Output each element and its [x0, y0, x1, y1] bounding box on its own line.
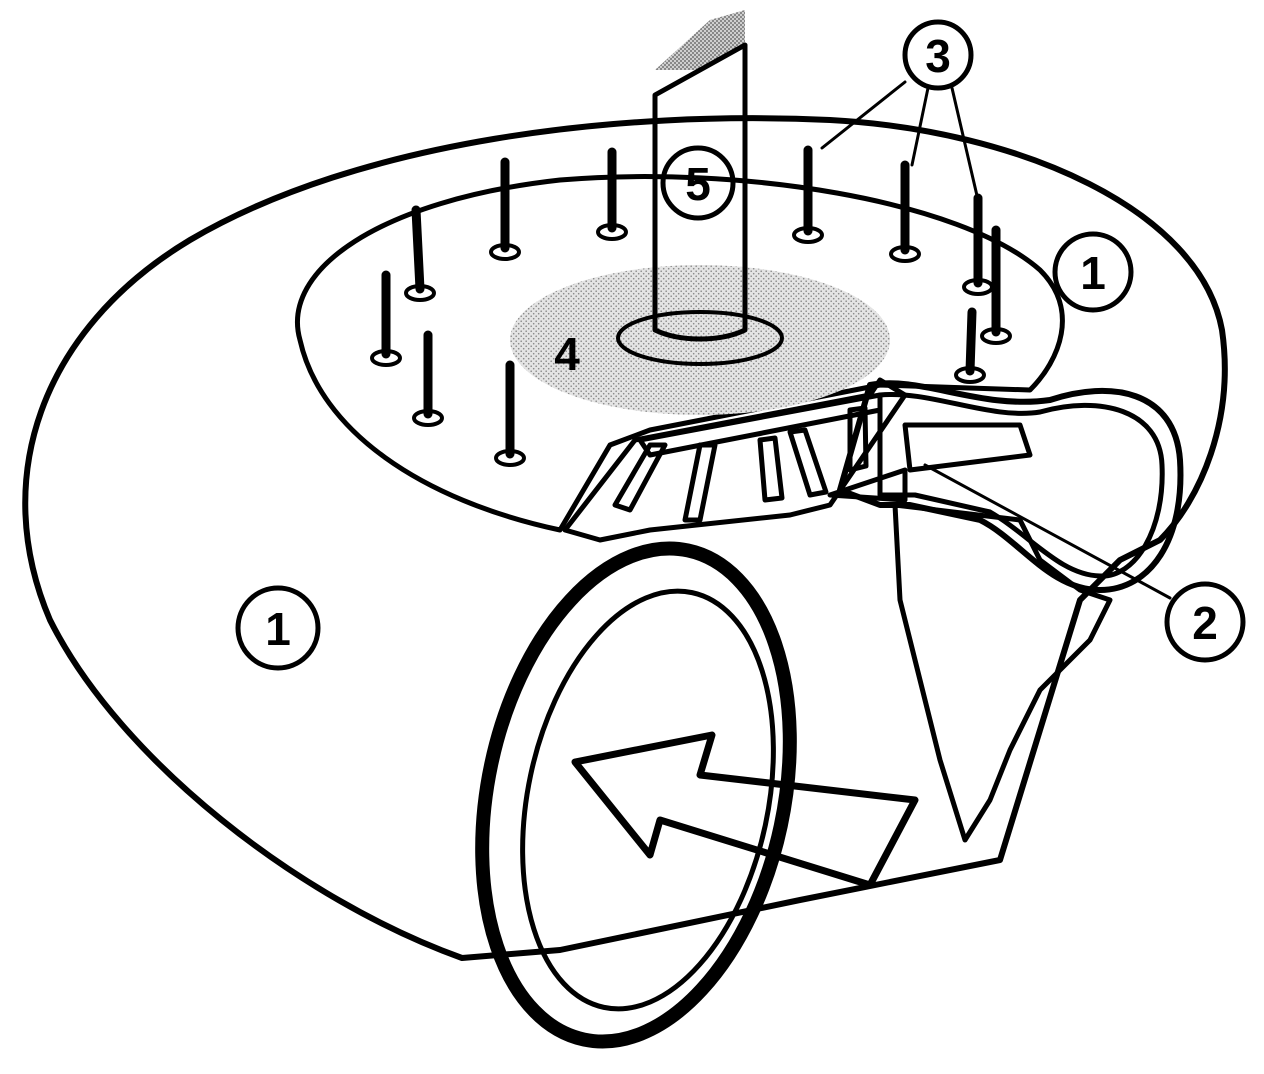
callout-1-right: 1 — [1052, 231, 1134, 313]
inlet-opening — [520, 588, 776, 1012]
vane — [889, 160, 921, 263]
casing-top-opening — [295, 174, 1065, 533]
impeller-spokes — [612, 405, 869, 523]
vane — [980, 225, 1012, 345]
shaft-base-ring — [616, 310, 784, 366]
callout-3: 3 — [902, 19, 974, 91]
shaft — [652, 42, 748, 342]
inlet-rim — [475, 541, 797, 1049]
casing-cutaway-edge — [892, 502, 1113, 843]
vane — [954, 307, 986, 384]
vane — [494, 360, 526, 467]
volute-flow-arrow-head — [827, 467, 908, 503]
volute-passage — [877, 391, 1165, 579]
callout-1-left: 1 — [235, 585, 321, 671]
callout-5: 5 — [660, 145, 736, 221]
shaft-stipple-top — [655, 10, 745, 70]
inlet-flow-arrow — [571, 731, 919, 889]
casing-body — [22, 115, 1228, 961]
vane — [792, 145, 824, 244]
svg-text:3: 3 — [925, 30, 951, 82]
svg-text:1: 1 — [1080, 247, 1106, 299]
svg-text:1: 1 — [265, 603, 291, 655]
callout-4: 4 — [554, 328, 580, 380]
volute — [837, 380, 1184, 593]
vane — [412, 330, 444, 427]
svg-text:5: 5 — [685, 158, 711, 210]
vane — [370, 270, 402, 367]
vane — [404, 205, 436, 302]
volute-flow-arrow — [902, 422, 1033, 473]
callout-2: 2 — [1164, 581, 1246, 663]
vane — [596, 147, 628, 241]
svg-text:2: 2 — [1192, 597, 1218, 649]
svg-text:4: 4 — [554, 328, 580, 380]
vane — [489, 157, 521, 261]
leader-lines — [820, 80, 1172, 600]
vanes — [370, 145, 1012, 467]
vane — [962, 193, 994, 296]
